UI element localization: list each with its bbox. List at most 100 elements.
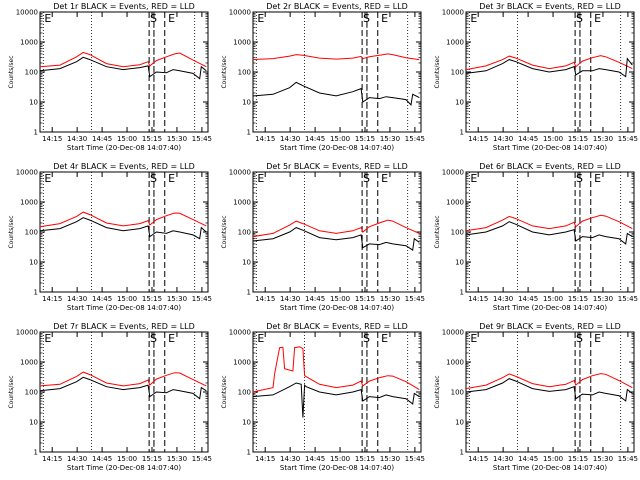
y-tick-label: 10000	[442, 9, 464, 17]
x-axis-label: Start Time (20-Dec-08 14:07:40)	[67, 464, 181, 472]
x-axis-label: Start Time (20-Dec-08 14:07:40)	[493, 304, 607, 312]
x-tick-label: 14:45	[305, 455, 325, 463]
y-tick-label: 1	[247, 129, 251, 137]
x-tick-label: 15:30	[380, 135, 400, 143]
y-tick-label: 100	[238, 389, 251, 397]
x-tick-label: 14:15	[255, 455, 275, 463]
x-tick-label: 15:45	[618, 295, 638, 303]
events-series-line	[39, 376, 207, 400]
x-tick-label: 14:45	[305, 295, 325, 303]
x-tick-label: 14:30	[67, 455, 87, 463]
x-tick-label: 15:15	[355, 455, 375, 463]
y-tick-label: 10	[455, 259, 464, 267]
y-tick-label: 10000	[442, 169, 464, 177]
y-tick-label: 100	[25, 229, 38, 237]
x-tick-label: 15:45	[405, 295, 425, 303]
x-tick-label: 15:30	[167, 295, 187, 303]
y-tick-label: 100	[451, 69, 464, 77]
x-tick-label: 15:30	[380, 455, 400, 463]
y-axis-label: Counts/sec	[434, 375, 441, 408]
x-tick-label: 15:30	[167, 455, 187, 463]
marker-e-right: E	[594, 12, 601, 25]
y-tick-label: 1000	[20, 359, 38, 367]
marker-s: S	[150, 332, 157, 345]
y-axis-label: Counts/sec	[221, 375, 228, 408]
x-tick-label: 14:30	[493, 455, 513, 463]
y-tick-label: 10	[29, 259, 38, 267]
x-tick-label: 14:15	[42, 135, 62, 143]
y-tick-label: 10	[455, 99, 464, 107]
y-tick-label: 10000	[16, 329, 38, 337]
x-axis-label: Start Time (20-Dec-08 14:07:40)	[67, 304, 181, 312]
lld-series-line	[252, 346, 420, 393]
x-tick-label: 15:45	[405, 135, 425, 143]
y-axis-label: Counts/sec	[434, 215, 441, 248]
y-tick-label: 10	[242, 419, 251, 427]
events-series-line	[39, 56, 207, 80]
marker-e-left: E	[257, 332, 264, 345]
marker-e-right: E	[168, 172, 175, 185]
panel-title: Det 8r BLACK = Events, RED = LLD	[266, 322, 408, 331]
x-axis-label: Start Time (20-Dec-08 14:07:40)	[280, 144, 394, 152]
x-tick-label: 15:15	[355, 295, 375, 303]
panel-title: Det 5r BLACK = Events, RED = LLD	[266, 162, 408, 171]
x-tick-label: 14:30	[493, 135, 513, 143]
y-tick-label: 1000	[233, 199, 251, 207]
x-tick-label: 15:00	[543, 135, 563, 143]
events-series-line	[465, 57, 633, 78]
x-tick-label: 14:45	[92, 295, 112, 303]
x-tick-label: 15:15	[142, 455, 162, 463]
y-tick-label: 10000	[442, 329, 464, 337]
lld-series-line	[465, 373, 633, 390]
y-tick-label: 1	[247, 449, 251, 457]
y-tick-label: 10	[242, 259, 251, 267]
lld-series-line	[252, 219, 420, 238]
events-series-line	[465, 221, 633, 245]
x-tick-label: 15:15	[142, 135, 162, 143]
y-tick-label: 1000	[233, 359, 251, 367]
x-tick-label: 15:15	[568, 455, 588, 463]
x-tick-label: 15:30	[593, 455, 613, 463]
marker-e-right: E	[594, 172, 601, 185]
marker-s: S	[363, 332, 370, 345]
events-series-line	[465, 378, 633, 402]
y-tick-label: 1	[34, 449, 38, 457]
y-tick-label: 100	[451, 389, 464, 397]
events-series-line	[252, 81, 420, 106]
marker-e-right: E	[168, 12, 175, 25]
y-tick-label: 1	[460, 449, 464, 457]
x-tick-label: 14:30	[67, 135, 87, 143]
y-tick-label: 1000	[233, 39, 251, 47]
marker-s: S	[576, 332, 583, 345]
y-tick-label: 1	[34, 289, 38, 297]
marker-e-left: E	[470, 172, 477, 185]
y-tick-label: 10000	[229, 9, 251, 17]
marker-s: S	[576, 172, 583, 185]
panel-title: Det 1r BLACK = Events, RED = LLD	[53, 2, 195, 11]
y-axis-label: Counts/sec	[8, 215, 15, 248]
panel-title: Det 2r BLACK = Events, RED = LLD	[266, 2, 408, 11]
x-tick-label: 14:15	[42, 295, 62, 303]
x-tick-label: 14:45	[92, 455, 112, 463]
x-tick-label: 14:15	[255, 295, 275, 303]
events-series-line	[39, 217, 207, 240]
panel-title: Det 7r BLACK = Events, RED = LLD	[53, 322, 195, 331]
x-tick-label: 15:15	[355, 135, 375, 143]
x-tick-label: 15:15	[142, 295, 162, 303]
lld-series-line	[39, 211, 207, 228]
marker-e-right: E	[381, 332, 388, 345]
y-axis-label: Counts/sec	[8, 55, 15, 88]
x-tick-label: 15:00	[117, 135, 137, 143]
y-tick-label: 1	[34, 129, 38, 137]
panel-title: Det 9r BLACK = Events, RED = LLD	[479, 322, 621, 331]
y-tick-label: 100	[238, 69, 251, 77]
marker-e-left: E	[257, 12, 264, 25]
x-tick-label: 14:30	[67, 295, 87, 303]
y-axis-label: Counts/sec	[8, 375, 15, 408]
